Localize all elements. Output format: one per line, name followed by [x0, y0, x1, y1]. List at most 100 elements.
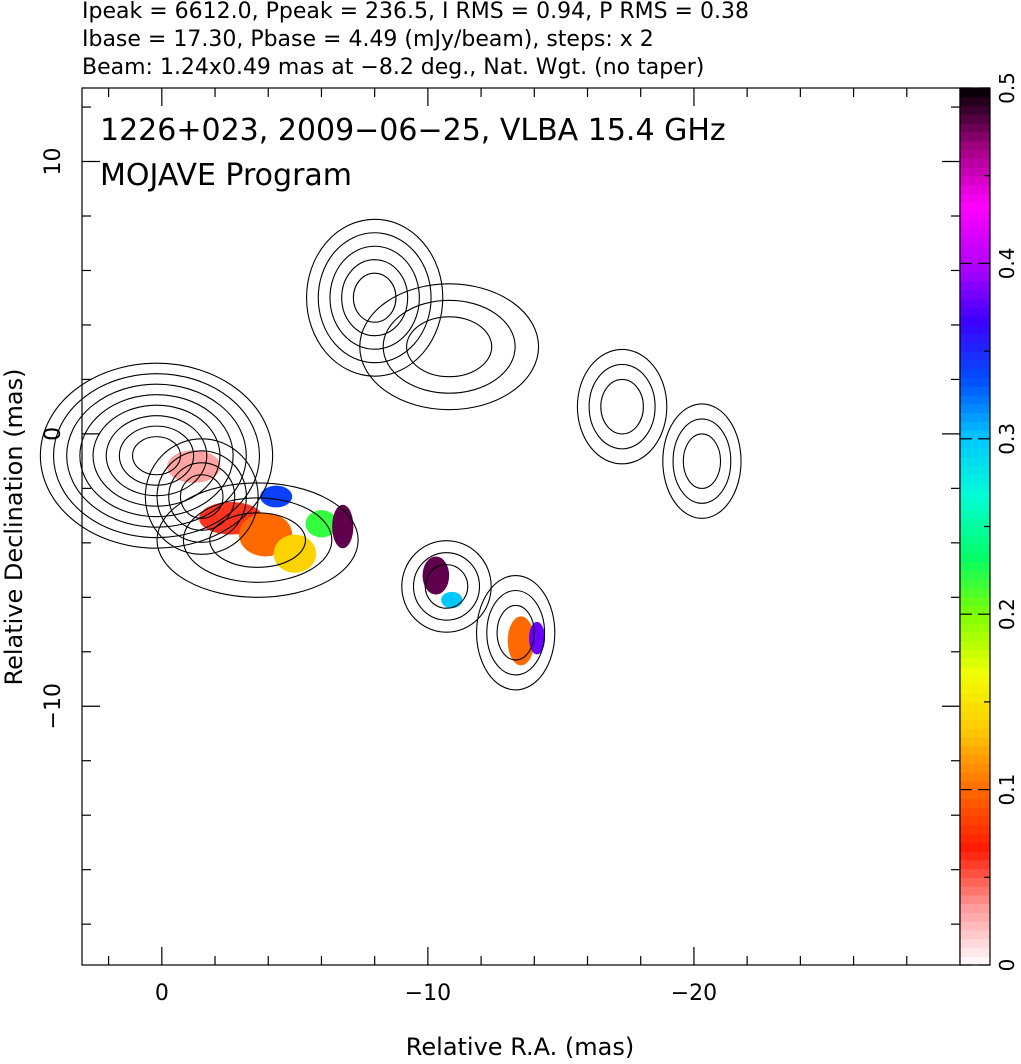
colorbar-step	[960, 298, 990, 308]
colorbar-step	[960, 780, 990, 791]
colorbar-step	[960, 710, 990, 721]
colorbar-step	[960, 430, 990, 440]
colorbar-step	[960, 622, 990, 633]
intensity-contour	[576, 348, 668, 465]
colorbar-step	[960, 324, 990, 335]
intensity-contour	[662, 403, 742, 519]
intensity-contour	[144, 438, 259, 555]
colorbar-step	[960, 745, 990, 756]
colorbar-step	[960, 666, 990, 677]
plot-layer: 0 −10 −20 10 0 −10	[39, 88, 960, 1006]
colorbar: 0 0.1 0.2 0.3 0.4 0.5	[959, 72, 1019, 972]
colorbar-step	[960, 719, 990, 729]
colorbar-step	[960, 140, 990, 150]
colorbar-step	[960, 850, 990, 861]
intensity-contour	[352, 272, 397, 323]
colorbar-step	[960, 815, 990, 826]
intensity-contour	[382, 299, 516, 394]
intensity-contour	[424, 564, 469, 609]
colorbar-step	[960, 675, 990, 685]
polarization-region	[305, 510, 338, 538]
colorbar-step	[960, 307, 990, 317]
colorbar-step	[960, 438, 990, 449]
colorbar-step	[960, 105, 990, 115]
y-axis-label: Relative Declination (mas)	[0, 368, 28, 685]
colorbar-step	[960, 649, 990, 659]
colorbar-step	[960, 605, 990, 615]
colorbar-tick-label: 0.3	[995, 423, 1019, 455]
intensity-contour	[317, 232, 432, 364]
intensity-contour	[672, 418, 732, 504]
colorbar-step	[960, 447, 990, 457]
colorbar-tick-label: 0.1	[995, 774, 1019, 806]
intensity-contour	[168, 462, 236, 531]
colorbar-step	[960, 561, 990, 571]
source-title: 1226+023, 2009−06−25, VLBA 15.4 GHz	[100, 113, 726, 148]
colorbar-step	[960, 754, 990, 764]
colorbar-step	[960, 394, 990, 405]
colorbar-step	[960, 859, 990, 870]
colorbar-tick-label: 0.2	[995, 598, 1019, 630]
intensity-contour	[179, 474, 224, 519]
intensity-contour	[209, 512, 307, 568]
header-line-2: Ibase = 17.30, Pbase = 4.49 (mJy/beam), …	[82, 27, 654, 52]
colorbar-step	[960, 131, 990, 142]
colorbar-step	[960, 368, 990, 379]
colorbar-step	[960, 807, 990, 817]
colorbar-step	[960, 403, 990, 414]
x-tick-label: −10	[405, 981, 451, 1006]
colorbar-step	[960, 456, 990, 466]
colorbar-step	[960, 763, 990, 773]
polarization-region	[332, 504, 354, 549]
colorbar-step	[960, 912, 990, 922]
colorbar-step	[960, 798, 990, 808]
polarization-region	[422, 556, 450, 595]
colorbar-step	[960, 254, 990, 264]
intensity-contour	[182, 497, 333, 583]
intensity-contour	[156, 482, 359, 598]
colorbar-step	[960, 333, 990, 343]
intensity-contour	[412, 552, 481, 621]
colorbar-step	[960, 421, 990, 431]
intensity-contour	[682, 433, 722, 489]
colorbar-step	[960, 245, 990, 256]
intensity-contour	[156, 450, 247, 543]
colorbar-step	[960, 903, 990, 913]
colorbar-step	[960, 868, 990, 878]
colorbar-step	[960, 552, 990, 563]
colorbar-step	[960, 175, 990, 186]
intensity-contour	[406, 316, 493, 378]
colorbar-step	[960, 184, 990, 194]
colorbar-step	[960, 535, 990, 545]
colorbar-step	[960, 149, 990, 159]
colorbar-step	[960, 351, 990, 361]
colorbar-tick-label: 0	[995, 959, 1019, 972]
intensity-contour	[401, 540, 492, 633]
intensity-contour	[341, 259, 409, 337]
x-tick-label: −20	[671, 981, 717, 1006]
colorbar-step	[960, 88, 990, 98]
colorbar-step	[960, 728, 990, 738]
colorbar-step	[960, 237, 990, 247]
header-line-1: Ipeak = 6612.0, Ppeak = 236.5, I RMS = 0…	[82, 0, 749, 24]
colorbar-step	[960, 526, 990, 536]
intensity-contour	[79, 394, 234, 518]
colorbar-tick-label: 0.4	[995, 247, 1019, 279]
colorbar-step	[960, 956, 990, 966]
intensity-contour	[52, 373, 261, 539]
colorbar-step	[960, 386, 990, 396]
colorbar-step	[960, 465, 990, 475]
colorbar-step	[960, 202, 990, 212]
colorbar-step	[960, 929, 990, 940]
y-tick-label: −10	[41, 683, 66, 729]
intensity-contour	[476, 574, 556, 691]
header-line-3: Beam: 1.24x0.49 mas at −8.2 deg., Nat. W…	[82, 55, 704, 80]
intensity-contour	[588, 363, 656, 450]
colorbar-step	[960, 500, 990, 510]
colorbar-step	[960, 772, 990, 782]
colorbar-step	[960, 614, 990, 624]
intensity-contour	[486, 589, 546, 676]
polarization-region	[528, 621, 545, 655]
colorbar-step	[960, 684, 990, 694]
intensity-contour	[600, 378, 644, 435]
